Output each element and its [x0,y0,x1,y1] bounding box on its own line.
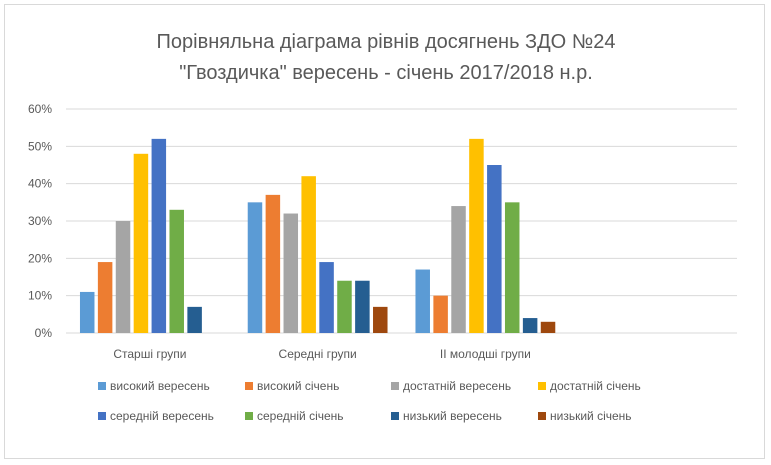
legend-swatch [391,412,399,420]
y-tick-label: 0% [35,326,53,340]
legend-entry: високий вересень [110,379,210,393]
legend-entry: середній січень [257,409,344,423]
legend-swatch [245,412,253,420]
bar [319,262,334,333]
bar [133,153,149,333]
bar [469,138,484,333]
bars [79,138,556,333]
x-axis-category-labels: Старші групи Середні групи ІІ молодші груп… [113,347,531,361]
chart-subtitle: "Гвоздичка" вересень - січень 2017/2018 … [179,62,593,84]
legend-entry: високий січень [257,379,339,393]
chart-frame [4,4,765,459]
legend-swatch [538,382,546,390]
bar [355,280,370,333]
gridlines [66,108,737,334]
bar [415,269,430,333]
legend-entry: низький вересень [403,409,502,423]
legend-swatch [98,412,106,420]
y-axis-tick-labels: 0% 10% 20% 30% 40% 50% 60% [28,102,52,340]
x-category-label: Старші групи [113,347,186,361]
bar [151,138,167,333]
bar [79,291,95,333]
bar [97,262,113,333]
chart-title: Порівняльна діаграма рівнів досягнень ЗД… [157,31,616,53]
bar [540,321,556,333]
x-category-label: Середні групи [279,347,357,361]
bar [487,165,502,333]
y-tick-label: 30% [28,214,52,228]
bar [337,280,352,333]
bar [504,202,520,333]
legend-entry: низький січень [550,409,632,423]
bar [283,213,299,333]
legend-entry: достатній січень [550,379,641,393]
y-tick-label: 50% [28,139,52,153]
bar [247,202,263,333]
bar [265,194,281,333]
bar [373,306,388,333]
y-tick-label: 40% [28,177,52,191]
bar [301,176,316,333]
legend-swatch [391,382,399,390]
bar [115,221,131,333]
y-tick-label: 60% [28,102,52,116]
bar [187,306,202,333]
x-category-label: ІІ молодші групи [440,347,531,361]
legend-entry: середній вересень [110,409,214,423]
legend-swatch [245,382,253,390]
y-tick-label: 10% [28,289,52,303]
legend-swatch [538,412,546,420]
bar [169,209,184,333]
bar [451,206,466,333]
legend: високий вересень високий січень достатній … [98,379,641,423]
bar [433,295,448,333]
y-tick-label: 20% [28,251,52,265]
legend-swatch [98,382,106,390]
bar [522,318,538,333]
legend-entry: достатній вересень [403,379,511,393]
